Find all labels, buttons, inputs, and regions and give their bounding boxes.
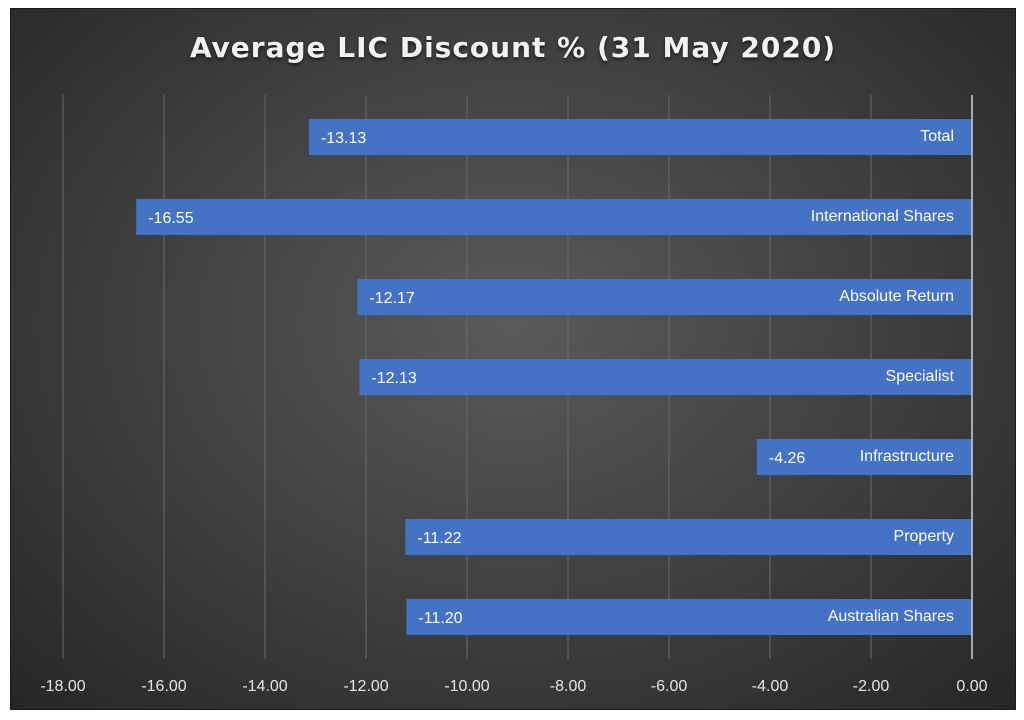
bar-chart: -18.00 -16.00 -14.00 -12.00 -10.00 -8.00 -6.00… bbox=[40, 95, 988, 695]
x-tick-label: -10.00 bbox=[444, 678, 489, 695]
x-tick-label: -16.00 bbox=[141, 678, 186, 695]
x-tick-label: -2.00 bbox=[853, 678, 890, 695]
bar bbox=[405, 519, 972, 555]
bar bbox=[756, 439, 972, 475]
bar bbox=[136, 199, 973, 235]
x-tick-label: -14.00 bbox=[242, 678, 287, 695]
x-tick-label: -6.00 bbox=[651, 678, 688, 695]
data-label: -12.17 bbox=[369, 290, 414, 307]
bar bbox=[406, 599, 972, 635]
bar bbox=[308, 119, 972, 155]
data-label: -11.22 bbox=[417, 530, 461, 547]
x-tick-label: -8.00 bbox=[550, 678, 587, 695]
chart-area: Average LIC Discount % (31 May 2020) -18… bbox=[10, 8, 1016, 710]
category-label: Specialist bbox=[886, 368, 955, 385]
bar bbox=[357, 279, 972, 315]
category-label: Infrastructure bbox=[860, 448, 954, 465]
data-label: -16.55 bbox=[148, 210, 193, 227]
data-label: -13.13 bbox=[321, 130, 366, 147]
data-label: -12.13 bbox=[371, 370, 416, 387]
category-label: Property bbox=[894, 528, 954, 545]
chart-title: Average LIC Discount % (31 May 2020) bbox=[189, 31, 837, 64]
x-tick-label: -18.00 bbox=[40, 678, 85, 695]
category-label: Absolute Return bbox=[839, 288, 954, 305]
category-label: Australian Shares bbox=[828, 608, 954, 625]
data-label: -4.26 bbox=[769, 450, 806, 467]
x-tick-label: -12.00 bbox=[343, 678, 388, 695]
category-label: International Shares bbox=[811, 208, 954, 225]
data-label: -11.20 bbox=[418, 610, 462, 627]
x-tick-label: 0.00 bbox=[956, 678, 987, 695]
x-tick-label: -4.00 bbox=[752, 678, 789, 695]
bar bbox=[359, 359, 972, 395]
category-label: Total bbox=[920, 128, 954, 145]
